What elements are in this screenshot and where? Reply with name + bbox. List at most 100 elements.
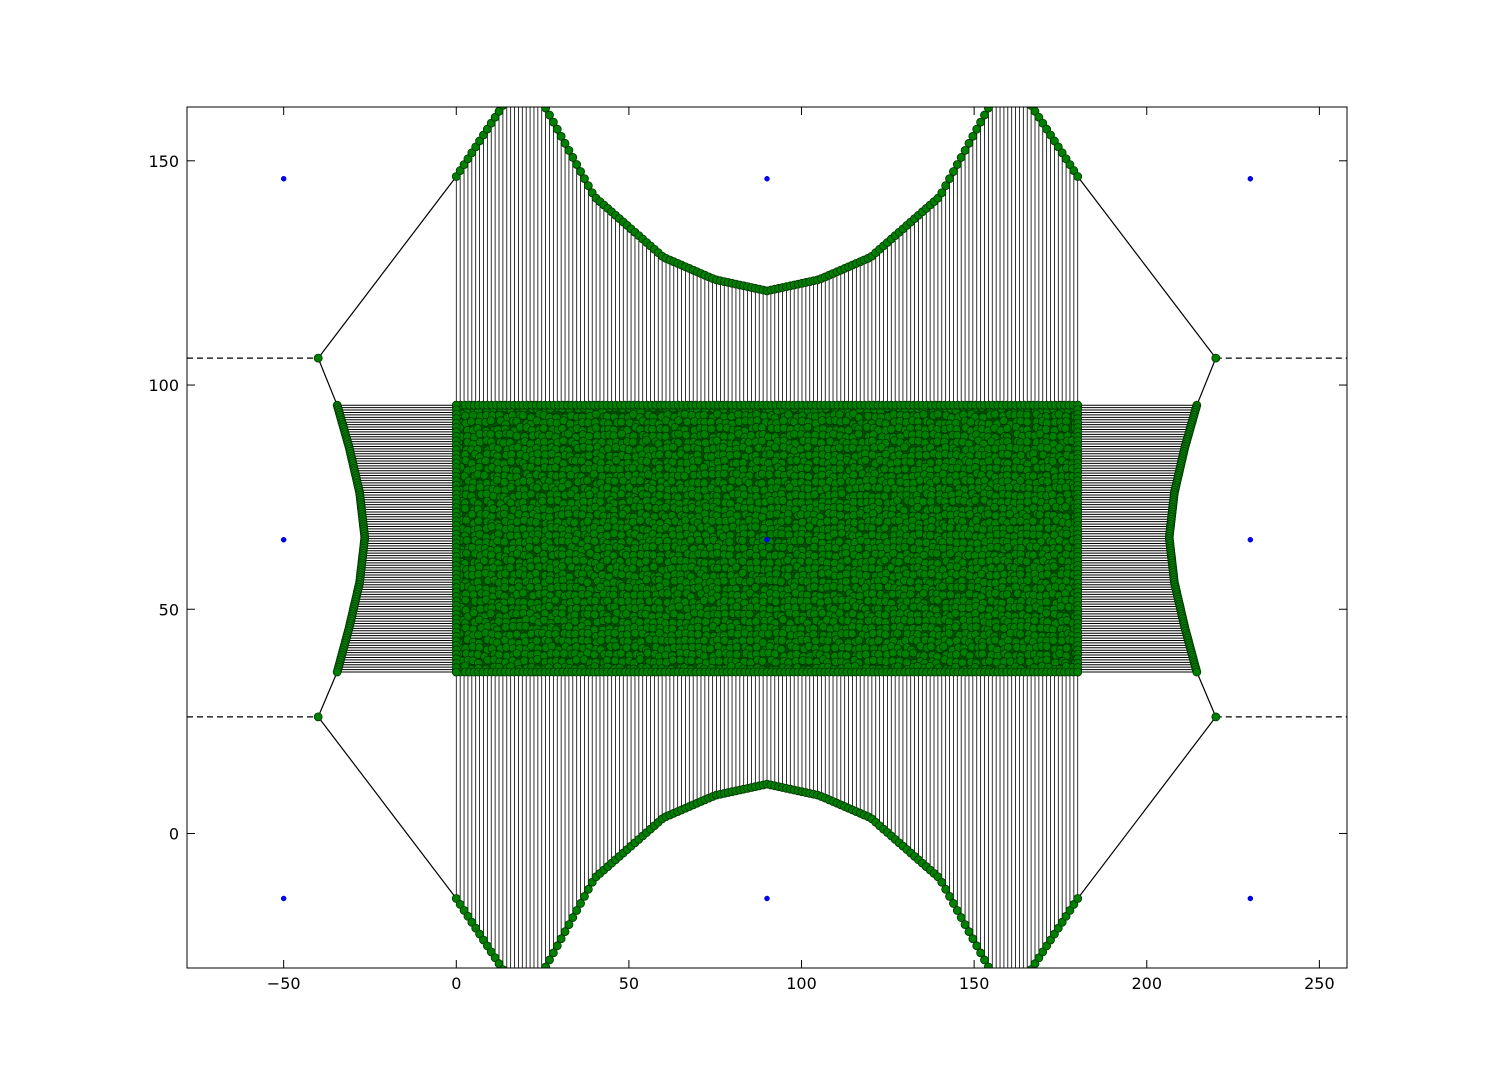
- dense-node: [805, 522, 814, 532]
- dense-node: [992, 555, 1001, 565]
- diagonal-connector-line: [317, 176, 457, 359]
- boundary-node: [538, 970, 546, 978]
- dense-node: [591, 423, 601, 433]
- dense-node: [1057, 636, 1067, 646]
- dense-node: [830, 643, 840, 653]
- dense-node: [635, 476, 645, 486]
- dense-node: [693, 629, 703, 639]
- dense-node: [590, 596, 600, 606]
- dense-node: [532, 483, 542, 493]
- dense-node: [1003, 542, 1013, 552]
- dense-node: [834, 443, 844, 453]
- dense-node: [486, 609, 496, 619]
- dense-node: [914, 529, 924, 539]
- dense-node: [1042, 502, 1051, 512]
- dense-node: [880, 523, 890, 533]
- dense-node: [571, 555, 581, 565]
- dense-node: [759, 523, 769, 533]
- dense-node: [999, 623, 1009, 633]
- dense-node: [707, 595, 717, 605]
- dense-node: [971, 515, 981, 525]
- connector-lines-layer: [187, 176, 1347, 899]
- dense-node: [926, 523, 936, 532]
- dense-node: [882, 484, 892, 494]
- dense-node: [474, 462, 484, 472]
- dense-node: [945, 523, 955, 533]
- dense-node: [610, 656, 620, 666]
- dense-node: [494, 430, 504, 439]
- dense-node: [579, 556, 588, 565]
- dense-node: [829, 582, 838, 591]
- dense-node: [998, 503, 1008, 513]
- dense-node: [874, 582, 884, 592]
- boundary-node: [530, 83, 538, 91]
- dense-node: [630, 642, 640, 651]
- dense-node: [699, 549, 709, 559]
- dense-node: [957, 603, 967, 613]
- diagonal-connector-line: [1077, 716, 1217, 899]
- dense-node: [992, 571, 1001, 580]
- dense-node: [965, 510, 975, 519]
- dense-node: [900, 464, 910, 474]
- boundary-node: [530, 984, 538, 992]
- dense-node: [1073, 667, 1083, 677]
- dense-node: [610, 628, 620, 638]
- dense-node: [906, 616, 916, 626]
- dense-node: [557, 482, 567, 492]
- dense-node: [596, 636, 606, 645]
- boundary-node: [503, 972, 511, 980]
- dense-node: [635, 515, 645, 525]
- dense-node: [991, 511, 1001, 521]
- dense-node: [506, 596, 516, 606]
- dense-node: [596, 562, 605, 571]
- dense-node: [957, 582, 967, 592]
- dense-node: [841, 416, 851, 426]
- dense-node: [1054, 409, 1064, 419]
- dense-node: [899, 442, 909, 452]
- diagonal-connector-line: [1196, 357, 1217, 406]
- dense-node: [557, 562, 567, 571]
- dense-node: [817, 416, 827, 425]
- diagonal-connector-line: [1077, 176, 1217, 359]
- dense-node: [751, 616, 761, 626]
- dense-node: [844, 643, 853, 652]
- boundary-node: [988, 97, 996, 105]
- dense-node: [804, 472, 813, 482]
- dense-node: [906, 589, 915, 599]
- boundary-node: [1015, 84, 1023, 92]
- dense-node: [751, 522, 760, 532]
- dense-node: [984, 456, 994, 466]
- boundary-node: [503, 95, 511, 103]
- plot-area: [187, 83, 1347, 992]
- dense-node: [500, 582, 510, 592]
- boundary-node: [511, 84, 519, 92]
- dense-node: [654, 463, 664, 473]
- dense-node: [881, 630, 890, 639]
- dense-node: [1028, 550, 1038, 560]
- dense-node: [512, 629, 522, 639]
- dense-node: [518, 588, 528, 598]
- dense-node: [577, 510, 587, 520]
- boundary-node: [507, 977, 515, 985]
- dense-node: [894, 557, 904, 567]
- dense-node: [848, 443, 858, 453]
- dense-node: [770, 442, 780, 452]
- dense-node: [803, 422, 813, 432]
- boundary-node: [538, 97, 546, 105]
- dense-node: [1042, 608, 1051, 618]
- dense-node: [837, 489, 847, 498]
- dense-node: [914, 616, 923, 625]
- dense-node: [732, 642, 742, 652]
- dense-node: [679, 471, 689, 481]
- dense-node: [764, 470, 774, 479]
- dense-node: [738, 556, 748, 566]
- dense-node: [526, 629, 536, 639]
- dense-node: [545, 563, 555, 573]
- dense-node: [777, 636, 787, 645]
- dense-node: [693, 456, 703, 466]
- dense-node: [867, 530, 877, 539]
- dense-node: [958, 658, 967, 668]
- dense-node: [951, 650, 961, 659]
- dense-node: [1036, 583, 1046, 593]
- dense-node: [590, 610, 599, 620]
